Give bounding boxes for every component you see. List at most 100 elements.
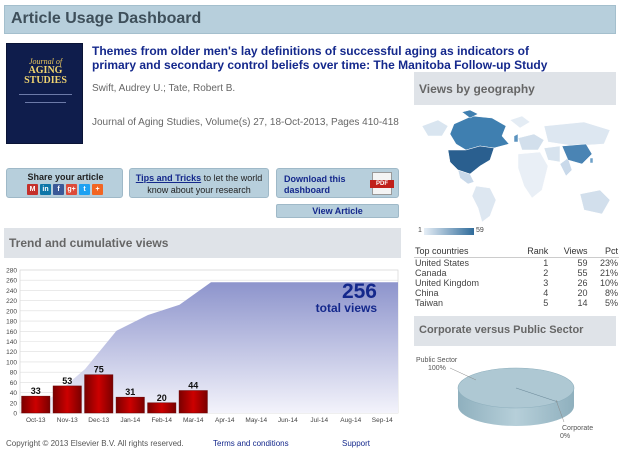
country-pct: 23% bbox=[599, 257, 618, 268]
country-views: 20 bbox=[577, 287, 588, 298]
support-link[interactable]: Support bbox=[342, 439, 371, 448]
y-tick-label: 60 bbox=[10, 380, 18, 387]
world-map bbox=[414, 106, 616, 226]
total-views-label: total views bbox=[316, 301, 378, 315]
country-views: 14 bbox=[577, 297, 588, 308]
country-pct: 10% bbox=[599, 277, 618, 288]
table-row: United Kingdom 3 26 10% bbox=[414, 278, 619, 288]
x-tick-label: Jan-14 bbox=[120, 417, 140, 424]
map-region-europe bbox=[517, 133, 545, 151]
bar-data-label: 31 bbox=[125, 387, 135, 397]
linkedin-icon[interactable]: in bbox=[40, 184, 51, 195]
pie-label-corporate: Corporate bbox=[562, 425, 593, 432]
map-region-mexico bbox=[457, 169, 475, 185]
map-region-india bbox=[559, 157, 573, 177]
pie-leader-public bbox=[449, 367, 477, 381]
mendeley-icon[interactable]: M bbox=[27, 184, 38, 195]
y-tick-label: 240 bbox=[6, 288, 17, 295]
cumulative-views-area bbox=[22, 282, 398, 413]
cover-rule bbox=[19, 94, 72, 95]
country-name: China bbox=[415, 287, 439, 298]
download-dashboard-button[interactable]: Download this dashboard PDF bbox=[276, 168, 399, 198]
tips-link[interactable]: Tips and Tricks bbox=[135, 173, 202, 183]
y-tick-label: 280 bbox=[6, 268, 17, 275]
bar-data-label: 20 bbox=[157, 393, 167, 403]
x-tick-label: May-14 bbox=[245, 417, 267, 424]
country-rank: 1 bbox=[543, 257, 549, 268]
table-row: China 4 20 8% bbox=[414, 288, 619, 298]
sector-pie-chart: Public Sector 100% Corporate 0% bbox=[416, 357, 593, 440]
corporate-title: Corporate versus Public Sector bbox=[419, 324, 584, 336]
country-name: United Kingdom bbox=[415, 277, 480, 288]
map-region-middle-east bbox=[543, 145, 561, 163]
column-header-pct: Pct bbox=[588, 246, 619, 258]
monthly-views-bar bbox=[84, 374, 114, 414]
table-row: United States 1 59 23% bbox=[414, 257, 619, 268]
map-region-united-kingdom bbox=[513, 133, 519, 143]
trend-chart: 0 20 40 60 80 100 120 140 160 180 200 220 240 260 280 3… bbox=[6, 268, 399, 424]
footer-copyright: Copyright © 2013 Elsevier B.V. All right… bbox=[6, 439, 184, 448]
view-article-button[interactable]: View Article bbox=[276, 204, 399, 218]
country-name: United States bbox=[415, 257, 470, 268]
tips-text: to let the world know about your researc… bbox=[147, 173, 263, 195]
more-share-icon[interactable]: + bbox=[92, 184, 103, 195]
map-region-russia bbox=[543, 121, 611, 147]
corporate-header: Corporate versus Public Sector bbox=[414, 316, 616, 346]
country-rank: 4 bbox=[543, 287, 549, 298]
map-legend-min: 1 bbox=[418, 227, 422, 234]
y-tick-label: 80 bbox=[10, 370, 18, 377]
country-views: 55 bbox=[577, 267, 588, 278]
column-header-country: Top countries bbox=[414, 246, 515, 258]
article-journal: Journal of Aging Studies, Volume(s) 27, … bbox=[92, 117, 399, 128]
map-region-united-states bbox=[447, 145, 495, 175]
x-tick-label: Jul-14 bbox=[310, 417, 328, 424]
column-header-views: Views bbox=[549, 246, 589, 258]
pie-slice-corporate bbox=[515, 387, 559, 403]
y-tick-label: 100 bbox=[6, 359, 17, 366]
x-tick-label: Dec-13 bbox=[88, 417, 109, 424]
download-label: Download this dashboard bbox=[284, 174, 346, 195]
pie-leader-corporate bbox=[555, 399, 565, 423]
y-tick-label: 160 bbox=[6, 329, 17, 336]
y-tick-label: 120 bbox=[6, 349, 17, 356]
total-views-value: 256 bbox=[342, 280, 377, 303]
map-region-canada-arctic bbox=[461, 109, 479, 119]
pdf-icon-label: PDF bbox=[370, 180, 394, 188]
y-tick-label: 20 bbox=[10, 400, 18, 407]
googleplus-icon[interactable]: g+ bbox=[66, 184, 77, 195]
x-tick-label: Oct-13 bbox=[26, 417, 46, 424]
monthly-views-bar bbox=[178, 390, 208, 414]
map-region-greenland bbox=[509, 115, 531, 129]
pdf-icon: PDF bbox=[370, 172, 394, 195]
y-tick-label: 140 bbox=[6, 339, 17, 346]
table-header-row: Top countries Rank Views Pct bbox=[414, 246, 619, 258]
geo-header: Views by geography bbox=[414, 72, 616, 105]
cover-rule bbox=[25, 102, 66, 103]
map-region-australia bbox=[579, 189, 611, 215]
x-tick-label: Mar-14 bbox=[183, 417, 204, 424]
dashboard-header: Article Usage Dashboard bbox=[4, 5, 616, 34]
terms-link[interactable]: Terms and conditions bbox=[213, 439, 289, 448]
map-region-south-america bbox=[471, 185, 497, 223]
y-tick-label: 220 bbox=[6, 298, 17, 305]
article-title[interactable]: Themes from older men's lay definitions … bbox=[92, 44, 548, 72]
country-rank: 5 bbox=[543, 297, 549, 308]
country-rank: 3 bbox=[543, 277, 549, 288]
country-name: Canada bbox=[415, 267, 447, 278]
twitter-icon[interactable]: t bbox=[79, 184, 90, 195]
journal-cover-image: Journal of AGING STUDIES bbox=[6, 43, 83, 144]
country-pct: 8% bbox=[604, 287, 618, 298]
country-rank: 2 bbox=[543, 267, 549, 278]
pie-pct-corporate: 0% bbox=[560, 433, 570, 440]
cover-journal-line2: AGING STUDIES bbox=[24, 65, 67, 86]
country-pct: 5% bbox=[604, 297, 618, 308]
y-tick-label: 200 bbox=[6, 308, 17, 315]
x-tick-label: Jun-14 bbox=[278, 417, 298, 424]
trend-header: Trend and cumulative views bbox=[4, 228, 401, 258]
facebook-icon[interactable]: f bbox=[53, 184, 64, 195]
dashboard-title: Article Usage Dashboard bbox=[11, 10, 202, 27]
map-region-taiwan bbox=[589, 157, 594, 164]
country-views: 26 bbox=[577, 277, 588, 288]
